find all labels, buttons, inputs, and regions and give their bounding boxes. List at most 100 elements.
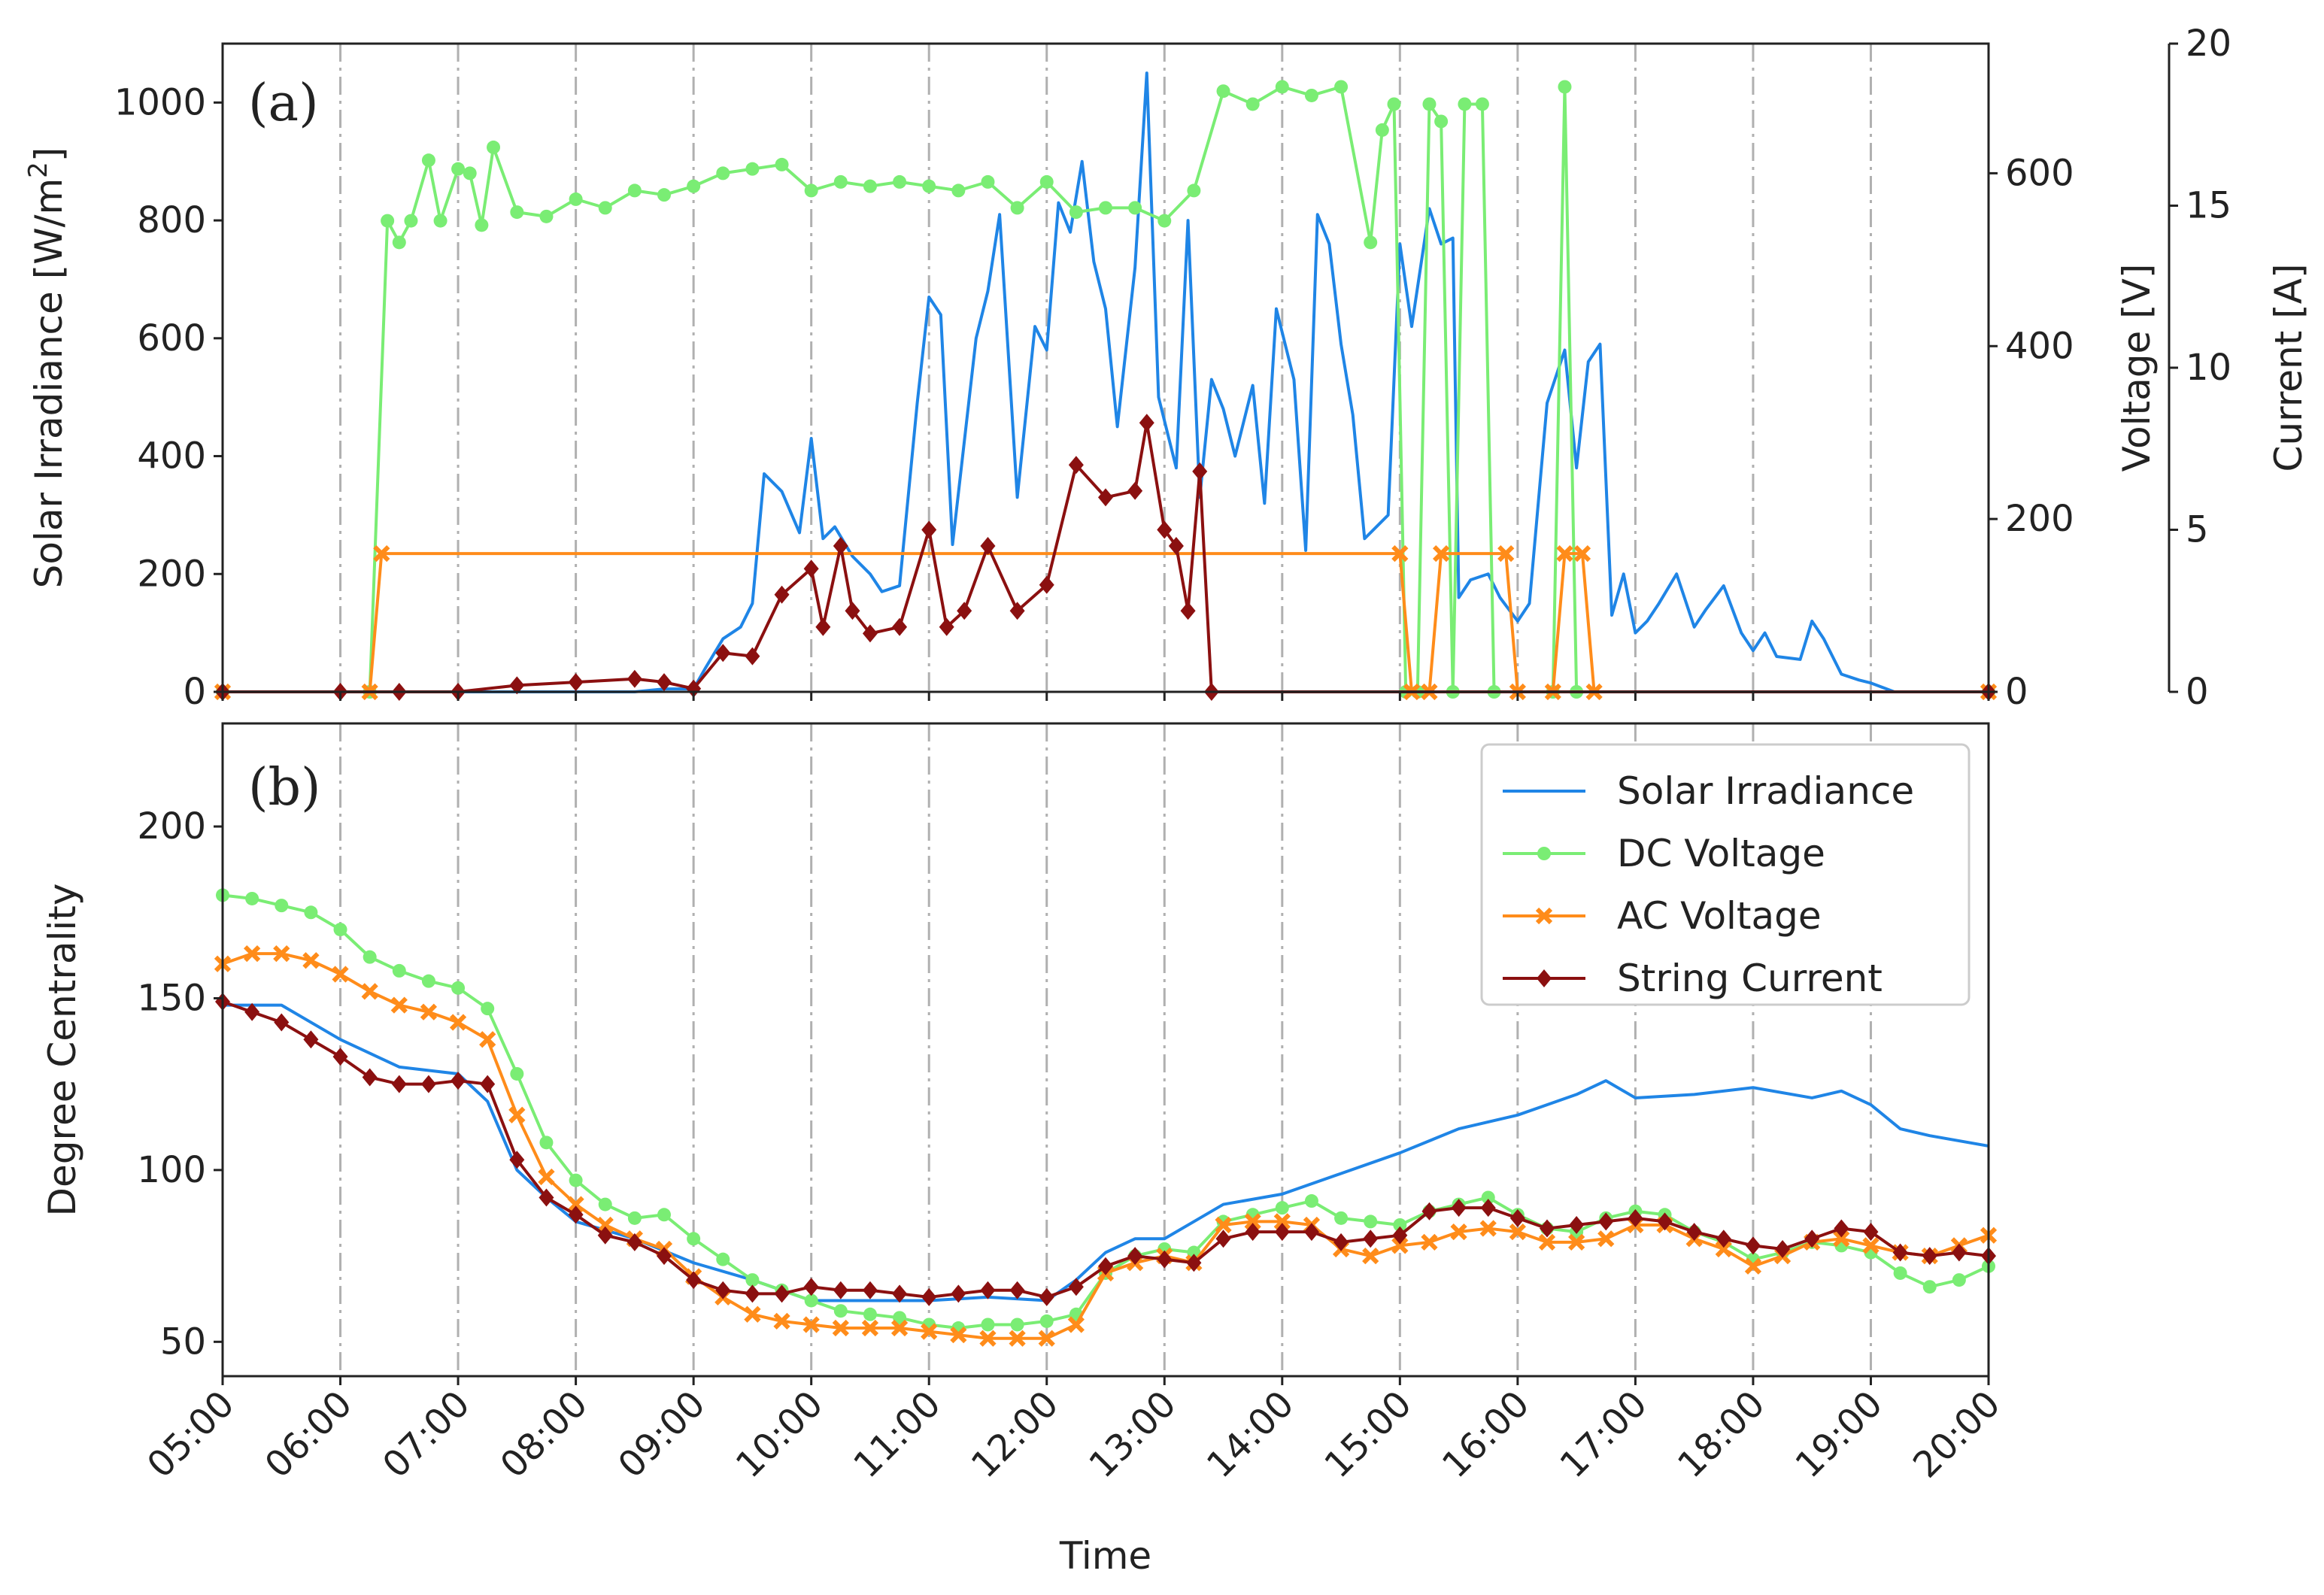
panel-a-dc-voltage-point <box>1128 201 1142 215</box>
panel-a-dc-voltage-point <box>687 179 701 193</box>
panel-a-ac-voltage-point <box>1497 544 1515 562</box>
panel-b-string-current-point <box>627 1233 642 1251</box>
panel-a-dc-voltage-point <box>404 214 418 228</box>
panel-b-dc-voltage-point <box>1010 1318 1024 1332</box>
panel-a-dc-voltage-point <box>1375 123 1389 137</box>
panel-b-string-current-point <box>715 1281 731 1299</box>
panel-a-dc-voltage-point <box>1245 97 1260 111</box>
panel-b-ac-voltage-point <box>1009 1330 1026 1347</box>
legend-label: AC Voltage <box>1617 894 1822 938</box>
legend-label: DC Voltage <box>1617 832 1825 875</box>
panel-a-dc-voltage-point <box>922 179 936 193</box>
panel-a-dc-voltage-point <box>893 174 907 189</box>
panel-b-string-current-point <box>1628 1208 1643 1227</box>
panel-b-dc-voltage-point <box>1304 1194 1318 1208</box>
x-tick-label: 17:00 <box>1552 1383 1655 1486</box>
panel-a-string-current-point <box>1180 602 1196 620</box>
legend-label: Solar Irradiance <box>1617 769 1914 813</box>
panel-b-string-current-point <box>803 1278 819 1296</box>
panel-b-dc-voltage-point <box>598 1197 612 1211</box>
panel-a-dc-voltage-point <box>1304 88 1318 102</box>
panel-b-string-current-point <box>1333 1233 1349 1251</box>
panel-b-ac-voltage-point <box>1273 1213 1291 1230</box>
voltage-tick-label: 200 <box>2005 498 2074 540</box>
panel-a-ticks: 0 200 400 600 800 1000 0 200 400 600 0 5 10 15 20 <box>114 23 2231 713</box>
voltage-tick-label: 0 <box>2005 671 2028 713</box>
panel-b-dc-voltage-point <box>275 899 289 913</box>
panel-b-ac-voltage-point <box>890 1319 909 1337</box>
x-tick-label: 09:00 <box>610 1383 713 1486</box>
x-tick-label: 14:00 <box>1199 1383 1302 1486</box>
x-tick-label: 15:00 <box>1316 1383 1419 1486</box>
panel-b-dc-voltage-point <box>804 1293 818 1308</box>
degree-centrality-axis-label: Degree Centrality <box>41 883 84 1216</box>
degree-tick-label: 150 <box>137 977 206 1019</box>
current-tick-label: 0 <box>2186 671 2209 713</box>
panel-b-string-current-point <box>1657 1212 1673 1231</box>
panel-b-dc-voltage-point <box>1393 1217 1407 1232</box>
panel-a-dc-voltage-point <box>657 188 671 202</box>
panel-a-string-current-point <box>1139 414 1154 432</box>
panel-a-dc-voltage-point <box>598 201 612 215</box>
panel-a-ac-voltage-point <box>373 544 390 562</box>
panel-a-string-current-point <box>745 647 760 666</box>
panel-a-dc-voltage-point <box>463 166 477 180</box>
x-tick-label: 18:00 <box>1670 1383 1773 1486</box>
panel-b-string-current-point <box>1274 1223 1290 1242</box>
current-tick-label: 20 <box>2186 23 2231 65</box>
panel-a-string-current-point <box>957 602 972 620</box>
current-axis-label: Current [A] <box>2267 264 2310 472</box>
panel-b-string-current-point <box>1834 1219 1849 1238</box>
panel-a-dc-voltage-point <box>981 174 995 189</box>
panel-b-dc-voltage-point <box>451 981 466 995</box>
panel-a-ac-voltage-point <box>1556 544 1573 562</box>
panel-a-string-current-line <box>223 421 1989 693</box>
panel-a-dc-voltage-point <box>863 179 877 193</box>
panel-a-dc-voltage-point <box>392 235 406 250</box>
x-tick-label: 05:00 <box>139 1383 242 1486</box>
panel-b-ac-voltage-point <box>567 1196 584 1213</box>
panel-a-dc-voltage-point <box>833 174 848 189</box>
panel-a-dc-voltage-point <box>381 214 395 228</box>
panel-b-string-current-point <box>1039 1287 1054 1306</box>
panel-a-dc-voltage-line <box>223 85 1989 693</box>
panel-b-string-current-point <box>244 1002 260 1021</box>
panel-b-ac-voltage-point <box>302 952 320 969</box>
panel-a-string-current-point <box>774 585 790 604</box>
panel-a-dc-voltage-point <box>627 183 642 198</box>
panel-b-string-current-point <box>1421 1202 1437 1221</box>
panel-b-string-current-point <box>1775 1239 1791 1258</box>
panel-b-string-current-point <box>980 1281 996 1299</box>
panel-b-string-current-point <box>1068 1278 1084 1296</box>
panel-b-ac-voltage-point <box>1715 1240 1732 1258</box>
degree-tick-label: 200 <box>137 805 206 848</box>
panel-a-string-current-point <box>892 617 908 636</box>
panel-a-dc-voltage-point <box>451 162 466 176</box>
panel-b-ac-voltage-point <box>744 1305 761 1323</box>
panel-a-string-current-point <box>815 617 831 636</box>
panel-a-dc-voltage-point <box>1069 205 1083 220</box>
panel-a-string-current-point <box>1127 481 1143 500</box>
panel-a-dc-voltage-point <box>951 183 966 198</box>
panel-a-dc-voltage-point <box>1187 183 1201 198</box>
irradiance-tick-label: 400 <box>137 435 206 478</box>
x-tick-label: 07:00 <box>375 1383 478 1486</box>
panel-a-string-current-point <box>715 644 731 663</box>
panel-b-ac-voltage-point <box>479 1031 496 1048</box>
panel-b-dc-voltage-point <box>1275 1201 1289 1215</box>
degree-tick-label: 100 <box>137 1149 206 1191</box>
panel-b-ac-voltage-point <box>1391 1237 1409 1254</box>
panel-b-string-current-point <box>657 1247 672 1266</box>
panel-b-dc-voltage-point <box>304 905 318 920</box>
panel-a-ac-voltage-point <box>1432 544 1450 562</box>
panel-b-dc-voltage-point <box>687 1232 701 1246</box>
panel-a-string-current-point <box>845 602 860 620</box>
panel-b-string-current-point <box>921 1287 937 1306</box>
current-tick-label: 15 <box>2186 185 2231 227</box>
panel-a-dc-voltage-point <box>539 209 554 223</box>
panel-b-solar-irradiance-line <box>223 1003 1989 1302</box>
legend-marker <box>1535 907 1553 925</box>
legend-marker <box>1537 969 1552 987</box>
irradiance-tick-label: 800 <box>137 199 206 241</box>
